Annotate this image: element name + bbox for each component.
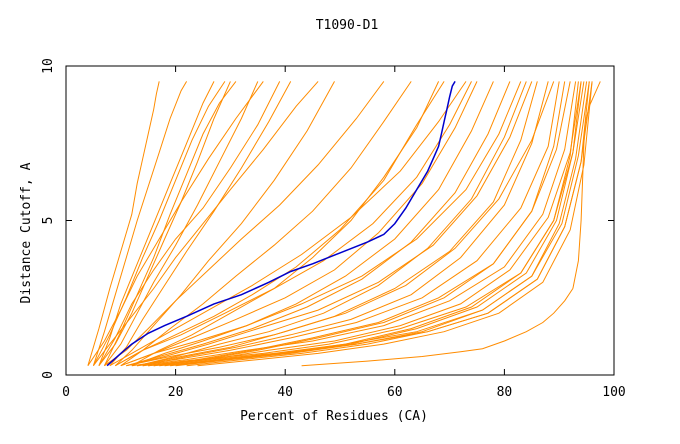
x-tick-label: 0	[62, 385, 70, 400]
series-layer	[87, 81, 601, 367]
model-series-line	[120, 81, 478, 367]
model-series-line	[148, 81, 566, 367]
y-tick-label: 5	[41, 217, 56, 225]
model-series-line	[104, 81, 385, 367]
model-series-line	[131, 81, 494, 367]
model-series-line	[103, 81, 237, 366]
model-series-line	[87, 81, 160, 366]
model-series-line	[109, 81, 292, 367]
model-series-line	[142, 81, 549, 367]
model-series-line	[137, 81, 555, 367]
model-series-line	[87, 81, 264, 366]
highlight-series-line	[106, 81, 456, 367]
model-series-line	[186, 81, 593, 367]
model-series-line	[115, 81, 472, 367]
x-tick-label: 20	[168, 385, 184, 400]
model-series-line	[93, 81, 319, 367]
x-tick-label: 40	[277, 385, 293, 400]
model-series-line	[153, 81, 571, 367]
model-series-line	[572, 81, 601, 289]
model-series-line	[131, 81, 560, 367]
model-series-line	[137, 81, 527, 367]
model-series-line	[153, 81, 582, 367]
model-series-line	[109, 81, 467, 367]
y-axis-label: Distance Cutoff, A	[19, 162, 34, 303]
model-series-line	[301, 288, 574, 367]
x-tick-label: 100	[602, 385, 625, 400]
model-series-line	[170, 81, 582, 367]
model-series-line	[197, 81, 593, 367]
model-series-line	[142, 81, 579, 367]
y-tick-label: 10	[41, 58, 56, 74]
model-series-line	[92, 81, 226, 366]
model-series-line	[126, 81, 538, 367]
model-series-line	[148, 81, 588, 367]
model-series-line	[120, 81, 522, 367]
x-axis-label: Percent of Residues (CA)	[240, 409, 428, 424]
ticks-layer: 0 20 40 60 80 100 0 5 10	[41, 58, 626, 400]
model-series-line	[114, 81, 335, 367]
model-series-line	[98, 81, 231, 367]
model-series-line	[115, 81, 445, 367]
model-series-line	[126, 81, 511, 367]
model-series-line	[137, 81, 577, 367]
model-series-line	[126, 81, 533, 367]
x-tick-label: 80	[497, 385, 513, 400]
model-series-line	[92, 81, 188, 366]
x-tick-label: 60	[387, 385, 403, 400]
y-tick-label: 0	[41, 371, 56, 379]
model-series-line	[175, 81, 590, 367]
model-series-line	[98, 81, 281, 366]
chart-title: T1090-D1	[316, 18, 379, 33]
model-series-line	[104, 81, 259, 367]
